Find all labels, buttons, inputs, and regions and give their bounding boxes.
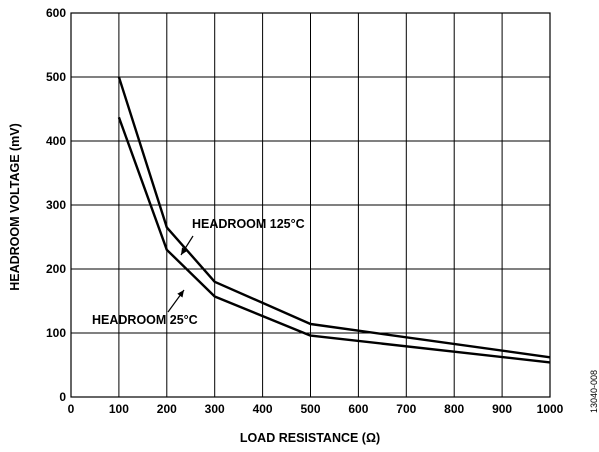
series-lines — [117, 76, 551, 364]
x-axis-label: LOAD RESISTANCE (Ω) — [240, 431, 380, 445]
annotation-arrowhead — [181, 247, 188, 255]
x-tick-label: 100 — [109, 402, 129, 416]
x-tick-label: 600 — [348, 402, 368, 416]
y-tick-label: 100 — [46, 326, 66, 340]
x-tick-label: 0 — [68, 402, 75, 416]
x-tick-label: 1000 — [537, 402, 564, 416]
y-tick-label: 200 — [46, 262, 66, 276]
x-tick-label: 900 — [492, 402, 512, 416]
x-tick-label: 700 — [396, 402, 416, 416]
annotation-25c: HEADROOM 25°C — [92, 313, 198, 327]
figure-id: 13040-008 — [589, 370, 599, 413]
x-tick-label: 200 — [157, 402, 177, 416]
y-tick-label: 0 — [59, 390, 66, 404]
y-tick-label: 500 — [46, 70, 66, 84]
tick-labels: 0 100 200 300 400 500 600 700 800 900 1000 0 100 200 3… — [46, 6, 564, 416]
y-tick-label: 300 — [46, 198, 66, 212]
plot-frame — [70, 12, 551, 398]
y-tick-label: 400 — [46, 134, 66, 148]
annotation-arrowhead — [177, 290, 184, 298]
y-tick-label: 600 — [46, 6, 66, 20]
x-tick-label: 400 — [253, 402, 273, 416]
headroom-25c-line — [117, 116, 551, 364]
y-axis-label: HEADROOM VOLTAGE (mV) — [8, 123, 22, 291]
headroom-125c-line — [117, 76, 551, 359]
grid-lines — [71, 13, 550, 397]
annotations: HEADROOM 125°C HEADROOM 25°C — [92, 217, 305, 327]
x-tick-label: 500 — [300, 402, 320, 416]
annotation-125c: HEADROOM 125°C — [192, 217, 305, 231]
x-tick-label: 800 — [444, 402, 464, 416]
x-tick-label: 300 — [205, 402, 225, 416]
